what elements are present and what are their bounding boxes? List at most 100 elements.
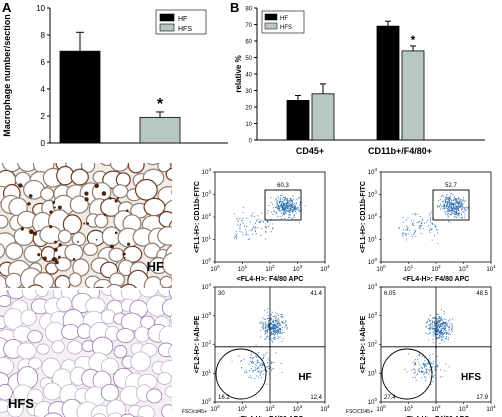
flow-event — [246, 231, 248, 233]
flow-event — [254, 230, 257, 233]
flow-event — [258, 361, 260, 363]
y-tick-label: 4 — [41, 85, 46, 94]
flow-event — [444, 207, 446, 209]
x-tick-exponent: 0 — [383, 264, 386, 269]
flow-event — [457, 207, 459, 209]
flow-event — [417, 370, 419, 372]
flow-event — [276, 330, 278, 332]
flow-event — [273, 315, 275, 318]
flow-event — [462, 203, 464, 205]
adipocyte-cell — [57, 229, 72, 244]
flow-event — [280, 362, 282, 364]
flow-event — [429, 227, 431, 229]
flow-event — [275, 328, 277, 330]
flow-event — [268, 318, 270, 320]
adipocyte-cell — [33, 272, 55, 288]
flow-event — [289, 204, 291, 207]
flow-event — [249, 230, 251, 232]
flow-event — [284, 208, 286, 210]
macrophage-stain — [109, 197, 112, 200]
flow-event — [427, 333, 429, 335]
flow-event — [429, 369, 432, 371]
flow-event — [452, 209, 454, 212]
flow-event — [253, 357, 255, 359]
flow-event — [438, 336, 440, 338]
flow-event — [281, 205, 283, 207]
flow-event — [450, 201, 452, 203]
flow-event — [424, 371, 426, 373]
flow-event — [456, 210, 458, 212]
flow-event — [417, 368, 420, 371]
flow-event — [444, 200, 447, 203]
flow-event — [440, 206, 442, 208]
y-tick-label: 2 — [41, 112, 46, 121]
flow-event — [261, 212, 263, 214]
flow-event — [268, 328, 270, 330]
flow-event — [421, 367, 423, 370]
flow-event — [289, 197, 291, 199]
y-tick-label: 80 — [245, 7, 252, 13]
macrophage-stain — [72, 258, 76, 261]
flow-event — [279, 332, 281, 334]
flow-event — [442, 376, 444, 378]
flow-event — [412, 223, 414, 225]
flow-event — [285, 197, 287, 199]
flow-event — [437, 332, 439, 335]
flow-event — [285, 320, 287, 322]
flow-event — [255, 375, 258, 377]
flow-event — [265, 353, 267, 355]
flow-event — [430, 323, 432, 325]
flow-event — [244, 225, 246, 227]
y-tick-exponent: 0 — [374, 397, 377, 402]
flow-event — [276, 325, 278, 328]
flow-event — [453, 203, 455, 205]
flow-event — [425, 332, 427, 334]
flow-event — [285, 321, 287, 323]
flow-event — [294, 204, 296, 206]
flow-event — [459, 205, 461, 207]
flow-event — [298, 204, 300, 207]
flow-event — [426, 322, 428, 324]
flow-event — [442, 333, 444, 335]
flow-event — [277, 336, 279, 338]
flow-event — [260, 364, 262, 367]
flow-event — [252, 361, 255, 363]
flow-event — [246, 217, 248, 219]
flow-event — [272, 327, 274, 330]
adipocyte-cell — [120, 283, 137, 288]
flow-event — [441, 319, 443, 321]
adipocyte-cell — [5, 242, 24, 260]
flow-event — [231, 360, 233, 362]
flow-event — [446, 324, 448, 326]
flow-event — [281, 313, 283, 315]
flow-event — [445, 205, 448, 207]
flow-event — [252, 371, 254, 373]
flow-event — [437, 206, 439, 208]
adipocyte-cell — [27, 284, 44, 288]
flow-event — [271, 327, 273, 329]
flow-event — [264, 318, 266, 320]
flow-event — [256, 360, 258, 362]
adipocyte-cell — [56, 296, 73, 312]
flow-event — [444, 199, 446, 202]
flow-event — [449, 203, 451, 205]
flow-event — [270, 361, 272, 363]
flow-event — [427, 362, 429, 364]
flow-event — [267, 362, 269, 364]
flow-event — [437, 364, 439, 366]
flow-event — [262, 323, 264, 325]
flow-event — [412, 222, 414, 224]
flow-event — [271, 228, 273, 230]
flow-event — [406, 239, 408, 241]
flow-event — [298, 197, 300, 199]
flow-event — [426, 371, 428, 373]
flow-event — [450, 199, 452, 201]
legend-swatch — [159, 23, 175, 32]
flow-event — [256, 219, 258, 221]
flow-event — [454, 203, 456, 205]
flow-event — [454, 211, 456, 213]
flow-event — [270, 337, 272, 339]
flow-event — [275, 352, 277, 354]
macrophage-stain — [123, 256, 126, 259]
flow-event — [297, 206, 299, 208]
